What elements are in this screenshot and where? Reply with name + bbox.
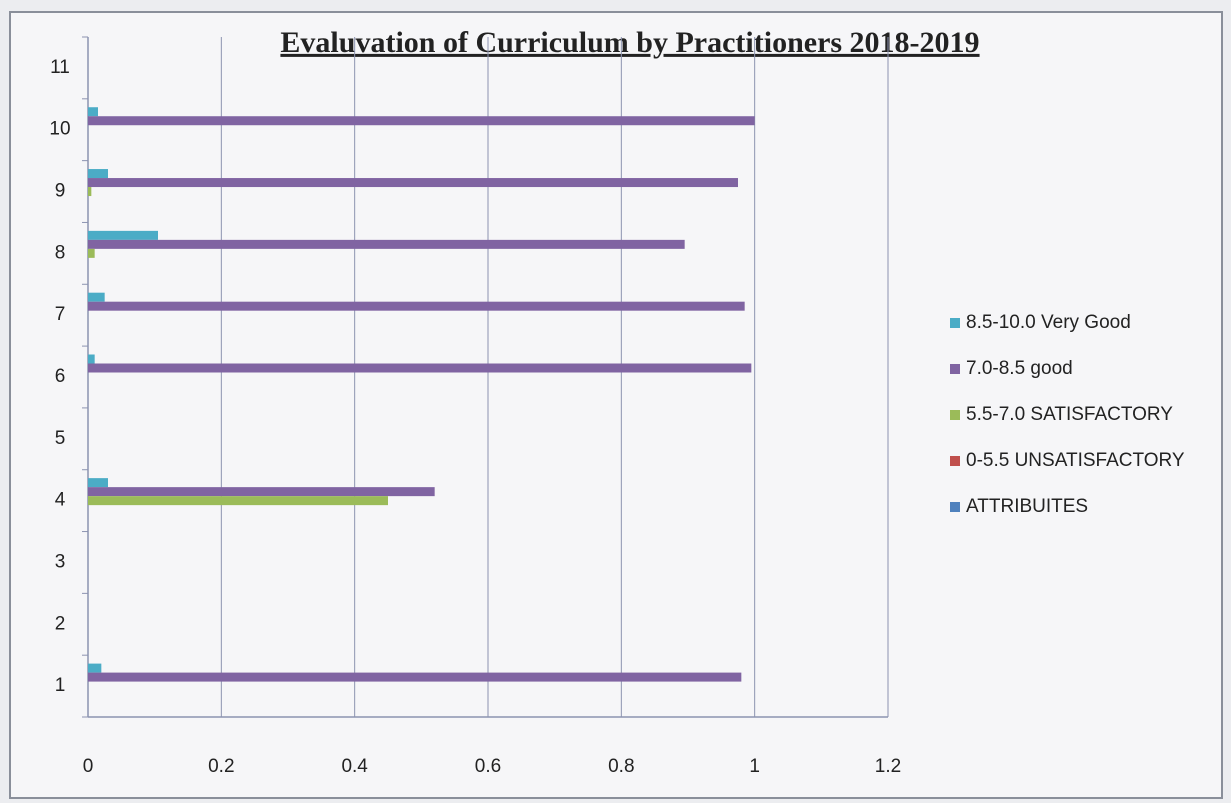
x-tick-label: 1 — [749, 756, 760, 777]
y-tick-label: 8 — [55, 242, 66, 263]
bar — [88, 663, 102, 673]
bar — [88, 672, 742, 682]
y-tick-label: 2 — [55, 613, 66, 634]
y-tick-label: 4 — [55, 490, 66, 511]
y-tick-label: 6 — [55, 366, 66, 387]
legend-label: 5.5-7.0 SATISFACTORY — [966, 404, 1173, 425]
x-tick-label: 0.2 — [208, 756, 234, 777]
legend-swatch — [950, 456, 960, 466]
y-tick-label: 11 — [50, 57, 70, 78]
x-tick-label: 0.8 — [608, 756, 634, 777]
x-tick-label: 0.6 — [475, 756, 501, 777]
bar — [88, 239, 685, 249]
legend-label: ATTRIBUITES — [966, 496, 1088, 517]
bar — [88, 116, 755, 126]
chart-title: Evaluvation of Curriculum by Practitione… — [280, 26, 979, 59]
bar — [88, 107, 98, 117]
bar — [88, 496, 388, 506]
bar — [88, 292, 105, 302]
legend-swatch — [950, 502, 960, 512]
y-tick-label: 5 — [55, 428, 66, 449]
legend-label: 7.0-8.5 good — [966, 358, 1073, 379]
y-tick-label: 9 — [55, 181, 66, 202]
bar — [88, 178, 738, 188]
y-tick-label: 1 — [55, 675, 66, 696]
bar — [88, 487, 435, 497]
bar — [88, 230, 158, 240]
y-tick-label: 7 — [55, 304, 66, 325]
chart-frame — [9, 11, 1223, 799]
bar — [88, 187, 92, 197]
bar — [88, 301, 745, 311]
bar — [88, 248, 95, 258]
x-tick-label: 0 — [83, 756, 94, 777]
legend-swatch — [950, 364, 960, 374]
y-tick-label: 10 — [49, 119, 70, 140]
legend-label: 8.5-10.0 Very Good — [966, 312, 1131, 333]
bar — [88, 169, 108, 179]
bar — [88, 354, 95, 364]
bar — [88, 478, 108, 488]
x-tick-label: 1.2 — [875, 756, 901, 777]
x-tick-label: 0.4 — [341, 756, 368, 777]
y-tick-label: 3 — [55, 551, 66, 572]
legend-swatch — [950, 318, 960, 328]
legend-label: 0-5.5 UNSATISFACTORY — [966, 450, 1185, 471]
legend-swatch — [950, 410, 960, 420]
bar — [88, 363, 752, 373]
